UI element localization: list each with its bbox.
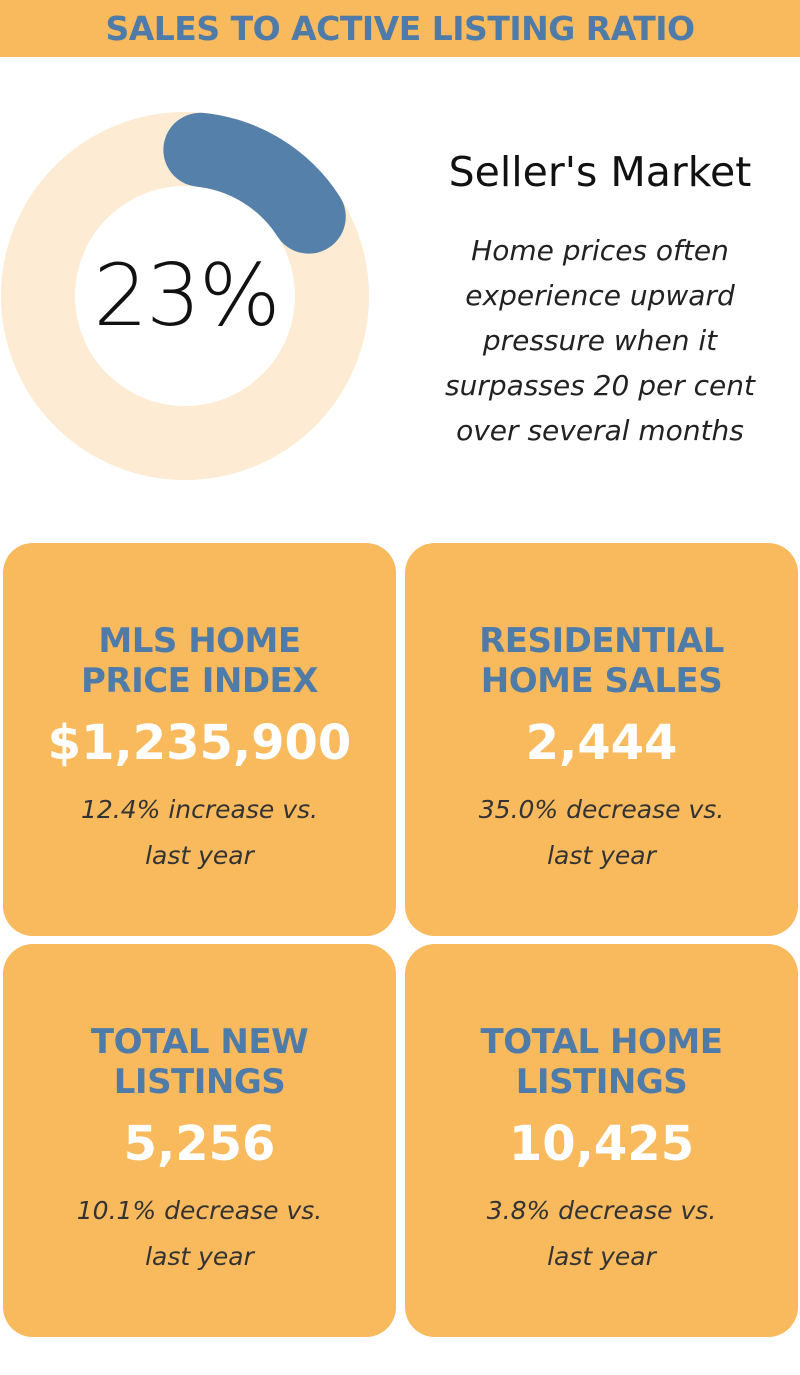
card-change: 12.4% increase vs. last year [81, 795, 318, 870]
donut-value-arc [163, 112, 346, 254]
card-value: 2,444 [525, 715, 678, 771]
card-title: RESIDENTIAL HOME SALES [479, 621, 724, 701]
market-description: Home prices often experience upward pres… [445, 234, 755, 447]
card-title: MLS HOME PRICE INDEX [80, 621, 319, 701]
card-title: TOTAL HOME LISTINGS [480, 1022, 723, 1102]
market-title: Seller's Market [448, 148, 752, 196]
header-banner: SALES TO ACTIVE LISTING RATIO [0, 0, 800, 57]
card-value: $1,235,900 [47, 715, 352, 771]
page-title: SALES TO ACTIVE LISTING RATIO [105, 9, 695, 48]
card-price-index: MLS HOME PRICE INDEX $1,235,900 12.4% in… [3, 543, 396, 936]
card-change: 35.0% decrease vs. last year [478, 795, 725, 870]
card-new-listings: TOTAL NEW LISTINGS 5,256 10.1% decrease … [3, 944, 396, 1337]
card-home-sales: RESIDENTIAL HOME SALES 2,444 35.0% decre… [405, 543, 798, 936]
donut-center-label: 23% [93, 246, 280, 346]
card-title: TOTAL NEW LISTINGS [90, 1022, 309, 1102]
card-value: 5,256 [123, 1116, 276, 1172]
card-change: 10.1% decrease vs. last year [76, 1196, 323, 1271]
card-change: 3.8% decrease vs. last year [486, 1196, 717, 1271]
card-value: 10,425 [508, 1116, 695, 1172]
donut-svg [1, 112, 369, 480]
donut-chart: 23% [0, 110, 372, 482]
card-total-listings: TOTAL HOME LISTINGS 10,425 3.8% decrease… [405, 944, 798, 1337]
